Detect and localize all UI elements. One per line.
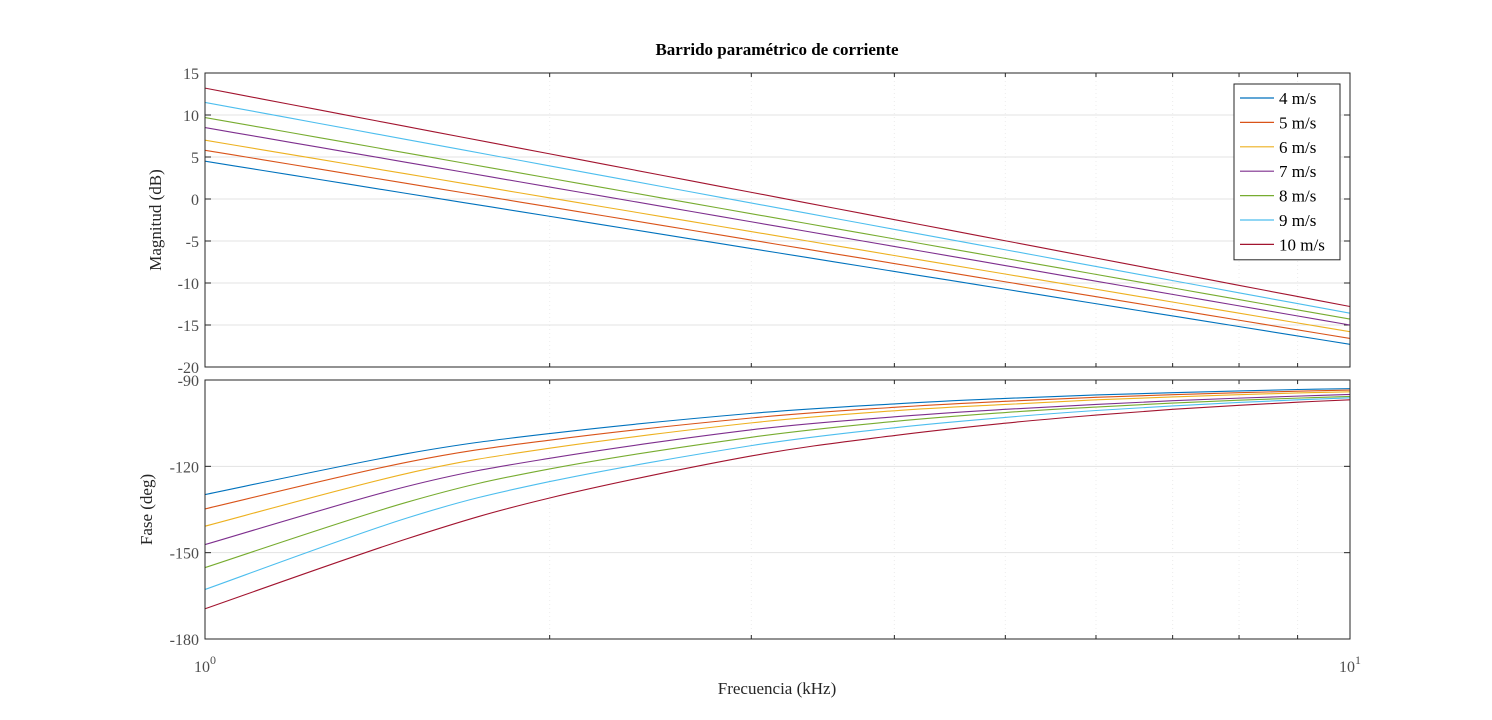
y-tick-label: -90: [178, 373, 199, 390]
series-line-phase-4ms: [205, 388, 1350, 496]
y-tick-label: -5: [186, 234, 199, 251]
legend-entry: 10 m/s: [1279, 235, 1325, 254]
legend-entry: 6 m/s: [1279, 138, 1316, 157]
x-axis: 100 101: [194, 653, 1361, 676]
x-axis-label: Frecuencia (kHz): [718, 679, 836, 698]
y-axis-label: Fase (deg): [137, 474, 156, 545]
legend-entry: 7 m/s: [1279, 162, 1316, 181]
y-tick-label: -150: [170, 546, 199, 563]
series-line-phase-10ms: [205, 399, 1350, 610]
series-line-magnitude-10ms: [205, 87, 1350, 308]
y-tick-label: 15: [183, 66, 199, 83]
y-tick-label: 10: [183, 108, 199, 125]
series-line-magnitude-6ms: [205, 139, 1350, 333]
series-line-magnitude-8ms: [205, 116, 1350, 320]
y-tick-label: -15: [178, 318, 199, 335]
axes-frame: [204, 72, 1351, 368]
series-line-magnitude-5ms: [205, 149, 1350, 339]
phase-panel: -180 -150 -120 -90 Fase (deg): [137, 373, 1351, 649]
y-tick-label: -10: [178, 276, 199, 293]
series-line-phase-9ms: [205, 397, 1350, 591]
y-axis-label: Magnitud (dB): [146, 169, 165, 271]
series-line-phase-5ms: [205, 389, 1350, 510]
series-line-magnitude-9ms: [205, 101, 1350, 314]
x-tick-label: 101: [1339, 653, 1361, 676]
y-tick-label: -180: [170, 632, 199, 649]
legend-entry: 5 m/s: [1279, 113, 1316, 132]
axes-frame: [204, 379, 1351, 640]
y-tick-label: -20: [178, 360, 199, 377]
series-line-phase-7ms: [205, 393, 1350, 546]
chart-title: Barrido paramétrico de corriente: [655, 40, 899, 59]
x-tick-label: 100: [194, 653, 216, 676]
legend-box: [1233, 83, 1341, 261]
legend-entry: 8 m/s: [1279, 187, 1316, 206]
legend-entry: 4 m/s: [1279, 89, 1316, 108]
legend-entry: 9 m/s: [1279, 211, 1316, 230]
series-line-phase-8ms: [205, 395, 1350, 569]
series-line-phase-6ms: [205, 391, 1350, 527]
legend[interactable]: 4 m/s 5 m/s 6 m/s 7 m/s 8 m/s 9 m/s 10 m/s: [1233, 83, 1341, 261]
y-tick-label: 5: [191, 150, 199, 167]
y-tick-label: -120: [170, 459, 199, 476]
y-tick-label: 0: [191, 192, 199, 209]
series-line-magnitude-4ms: [205, 160, 1350, 345]
series-line-magnitude-7ms: [205, 127, 1350, 326]
magnitude-panel: -20 -15 -10 -5 0 5 10 15 Magnitud (dB): [146, 66, 1351, 377]
